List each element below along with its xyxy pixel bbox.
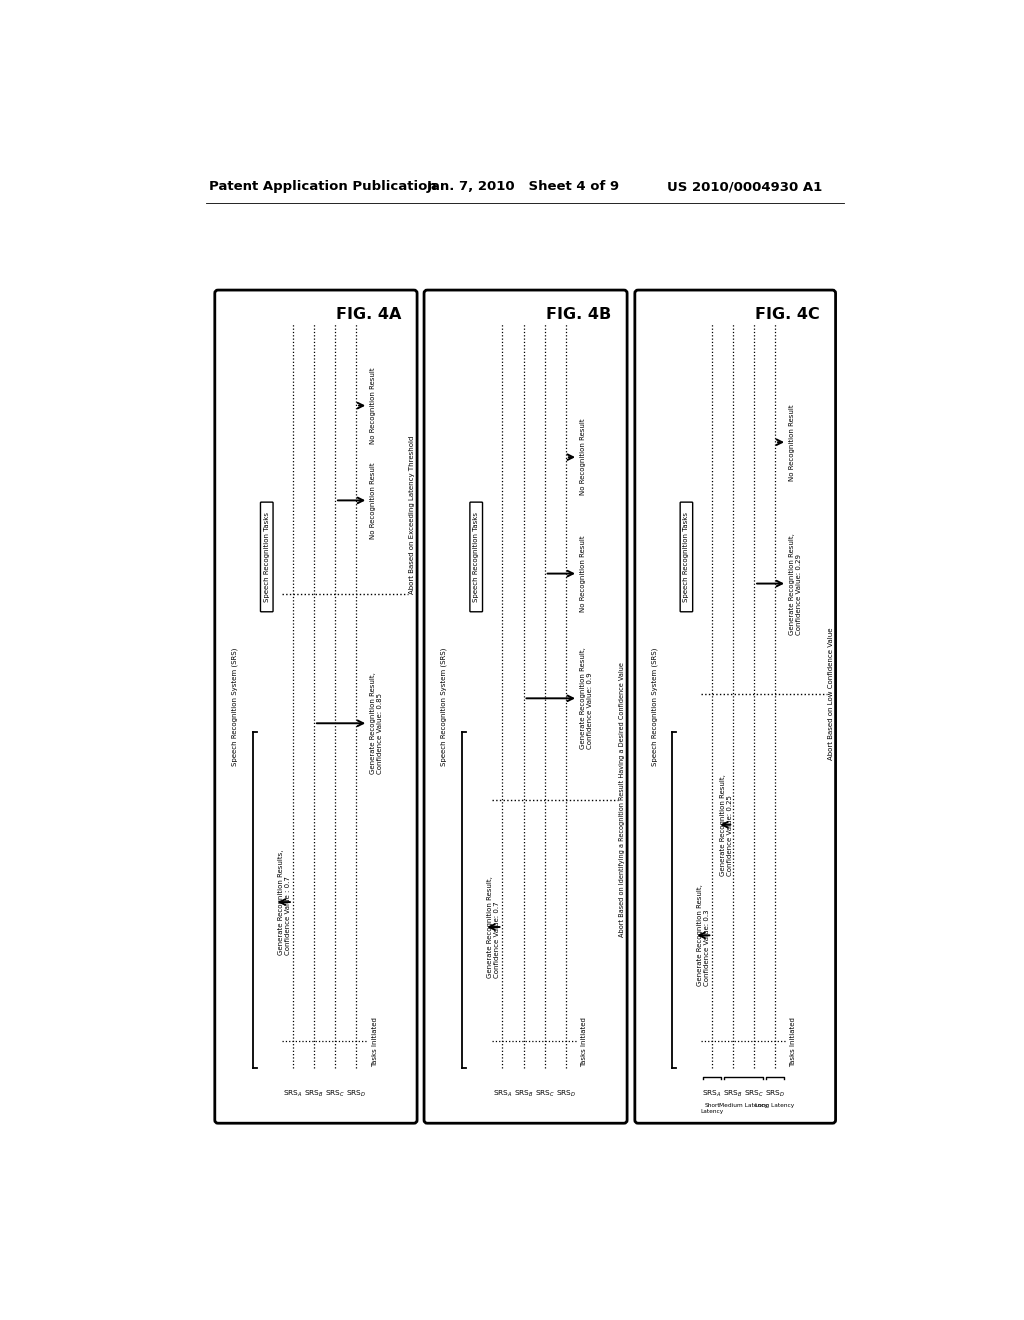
FancyBboxPatch shape — [424, 290, 627, 1123]
Text: SRS$_{B}$: SRS$_{B}$ — [723, 1089, 743, 1100]
Text: Generate Recognition Result,
Confidence Value: 0.7: Generate Recognition Result, Confidence … — [487, 876, 501, 978]
Text: SRS$_{B}$: SRS$_{B}$ — [514, 1089, 534, 1100]
Text: Abort Based on Low Confidence Value: Abort Based on Low Confidence Value — [827, 628, 834, 760]
Text: Tasks Initiated: Tasks Initiated — [372, 1018, 378, 1068]
Text: SRS$_{C}$: SRS$_{C}$ — [325, 1089, 345, 1100]
Text: SRS$_{A}$: SRS$_{A}$ — [493, 1089, 512, 1100]
Text: No Recognition Result: No Recognition Result — [790, 404, 796, 480]
Text: Speech Recognition Tasks: Speech Recognition Tasks — [683, 512, 689, 602]
Text: FIG. 4A: FIG. 4A — [336, 308, 401, 322]
Text: Speech Recognition System (SRS): Speech Recognition System (SRS) — [651, 647, 657, 766]
Text: Abort Based on Exceeding Latency Threshold: Abort Based on Exceeding Latency Thresho… — [410, 436, 416, 594]
Text: Generate Recognition Result,
Confidence Value: 0.29: Generate Recognition Result, Confidence … — [790, 533, 803, 635]
Text: Jan. 7, 2010   Sheet 4 of 9: Jan. 7, 2010 Sheet 4 of 9 — [426, 181, 620, 194]
Text: Generate Recognition Result,
Confidence Value: 0.3: Generate Recognition Result, Confidence … — [697, 884, 711, 986]
Text: No Recognition Result: No Recognition Result — [581, 536, 587, 612]
Text: SRS$_{D}$: SRS$_{D}$ — [556, 1089, 577, 1100]
Text: SRS$_{C}$: SRS$_{C}$ — [744, 1089, 764, 1100]
Text: Generate Recognition Result,
Confidence Value: 0.9: Generate Recognition Result, Confidence … — [581, 647, 593, 750]
Text: US 2010/0004930 A1: US 2010/0004930 A1 — [667, 181, 822, 194]
FancyBboxPatch shape — [680, 502, 692, 611]
FancyBboxPatch shape — [260, 502, 273, 611]
Text: No Recognition Result: No Recognition Result — [371, 367, 377, 444]
Text: Speech Recognition System (SRS): Speech Recognition System (SRS) — [440, 647, 447, 766]
Text: Tasks Initiated: Tasks Initiated — [791, 1018, 797, 1068]
Text: Medium Latency: Medium Latency — [719, 1104, 768, 1109]
Text: Abort Based on Identifying a Recognition Result Having a Desired Confidence Valu: Abort Based on Identifying a Recognition… — [620, 663, 626, 937]
Text: SRS$_{B}$: SRS$_{B}$ — [304, 1089, 324, 1100]
FancyBboxPatch shape — [215, 290, 417, 1123]
Text: Generate Recognition Result,
Confidence Value: 0.85: Generate Recognition Result, Confidence … — [371, 672, 383, 775]
Text: Long Latency: Long Latency — [756, 1104, 795, 1109]
Text: Tasks Initiated: Tasks Initiated — [582, 1018, 588, 1068]
FancyBboxPatch shape — [635, 290, 836, 1123]
Text: No Recognition Result: No Recognition Result — [371, 462, 377, 539]
Text: Generate Recognition Result,
Confidence Value: 0.25: Generate Recognition Result, Confidence … — [720, 774, 733, 875]
Text: SRS$_{C}$: SRS$_{C}$ — [535, 1089, 555, 1100]
Text: FIG. 4C: FIG. 4C — [755, 308, 820, 322]
Text: Generate Recognition Results,
Confidence Value : 0.7: Generate Recognition Results, Confidence… — [278, 849, 291, 954]
Text: SRS$_{A}$: SRS$_{A}$ — [702, 1089, 722, 1100]
Text: Speech Recognition Tasks: Speech Recognition Tasks — [473, 512, 479, 602]
Text: Patent Application Publication: Patent Application Publication — [209, 181, 437, 194]
Text: Speech Recognition System (SRS): Speech Recognition System (SRS) — [231, 647, 238, 766]
Text: Speech Recognition Tasks: Speech Recognition Tasks — [264, 512, 269, 602]
Text: SRS$_{A}$: SRS$_{A}$ — [283, 1089, 303, 1100]
Text: FIG. 4B: FIG. 4B — [546, 308, 611, 322]
Text: No Recognition Result: No Recognition Result — [581, 418, 587, 495]
Text: SRS$_{D}$: SRS$_{D}$ — [765, 1089, 785, 1100]
FancyBboxPatch shape — [470, 502, 482, 611]
Text: Short
Latency: Short Latency — [700, 1104, 724, 1114]
Text: SRS$_{D}$: SRS$_{D}$ — [346, 1089, 367, 1100]
